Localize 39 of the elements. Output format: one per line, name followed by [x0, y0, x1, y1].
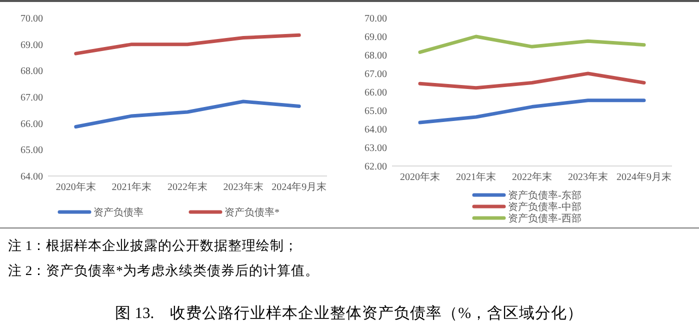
x-tick-label: 2024年9月末: [616, 171, 672, 183]
legend-label: 资产负债率*: [224, 206, 280, 218]
y-tick-label: 69.00: [20, 40, 43, 51]
y-tick-label: 65.00: [20, 145, 43, 156]
x-tick-label: 2021年末: [456, 171, 496, 183]
text: 注 2：资产负债率*为考虑永续类债券后的计算值。: [8, 263, 319, 278]
y-tick-label: 64.00: [364, 124, 387, 136]
x-tick-label: 2022年末: [512, 171, 552, 183]
line-series: [418, 72, 646, 90]
x-tick-label: 2020年末: [56, 181, 96, 193]
y-tick-label: 66.00: [364, 88, 387, 98]
y-tick-label: 68.00: [364, 50, 387, 62]
x-tick-label: 2020年末: [400, 171, 440, 183]
x-tick-label: 2023年末: [223, 181, 264, 193]
legend-label: 资产负债率-西部: [508, 212, 582, 224]
x-tick-label: 2021年末: [112, 181, 152, 193]
caption: 图 13. 收费公路行业样本企业整体资产负债率（%，含区域分化）: [114, 304, 584, 322]
line-series: [418, 98, 646, 124]
y-tick-label: 65.00: [364, 106, 387, 117]
y-tick-label: 64.00: [20, 172, 43, 182]
y-tick-label: 69.00: [364, 32, 387, 43]
y-tick-label: 66.00: [20, 118, 43, 130]
legend-label: 资产负债率-东部: [508, 190, 582, 202]
line-series: [418, 34, 646, 54]
legend-label: 资产负债率: [94, 206, 144, 218]
y-tick-label: 67.00: [20, 92, 43, 104]
y-tick-label: 70.00: [364, 14, 387, 24]
line-series: [74, 100, 301, 129]
text: 注 1：根据样本企业披露的公开数据整理绘制；: [8, 238, 298, 253]
y-tick-label: 70.00: [20, 14, 43, 24]
y-tick-label: 62.00: [364, 162, 387, 172]
y-tick-label: 67.00: [364, 69, 387, 80]
x-tick-label: 2022年末: [168, 181, 208, 193]
legend-label: 资产负债率-中部: [508, 201, 582, 213]
x-tick-label: 2023年末: [568, 171, 608, 183]
y-tick-label: 68.00: [20, 66, 43, 78]
x-tick-label: 2024年9月末: [272, 181, 327, 193]
line-series: [74, 33, 301, 56]
y-tick-label: 63.00: [364, 143, 387, 154]
